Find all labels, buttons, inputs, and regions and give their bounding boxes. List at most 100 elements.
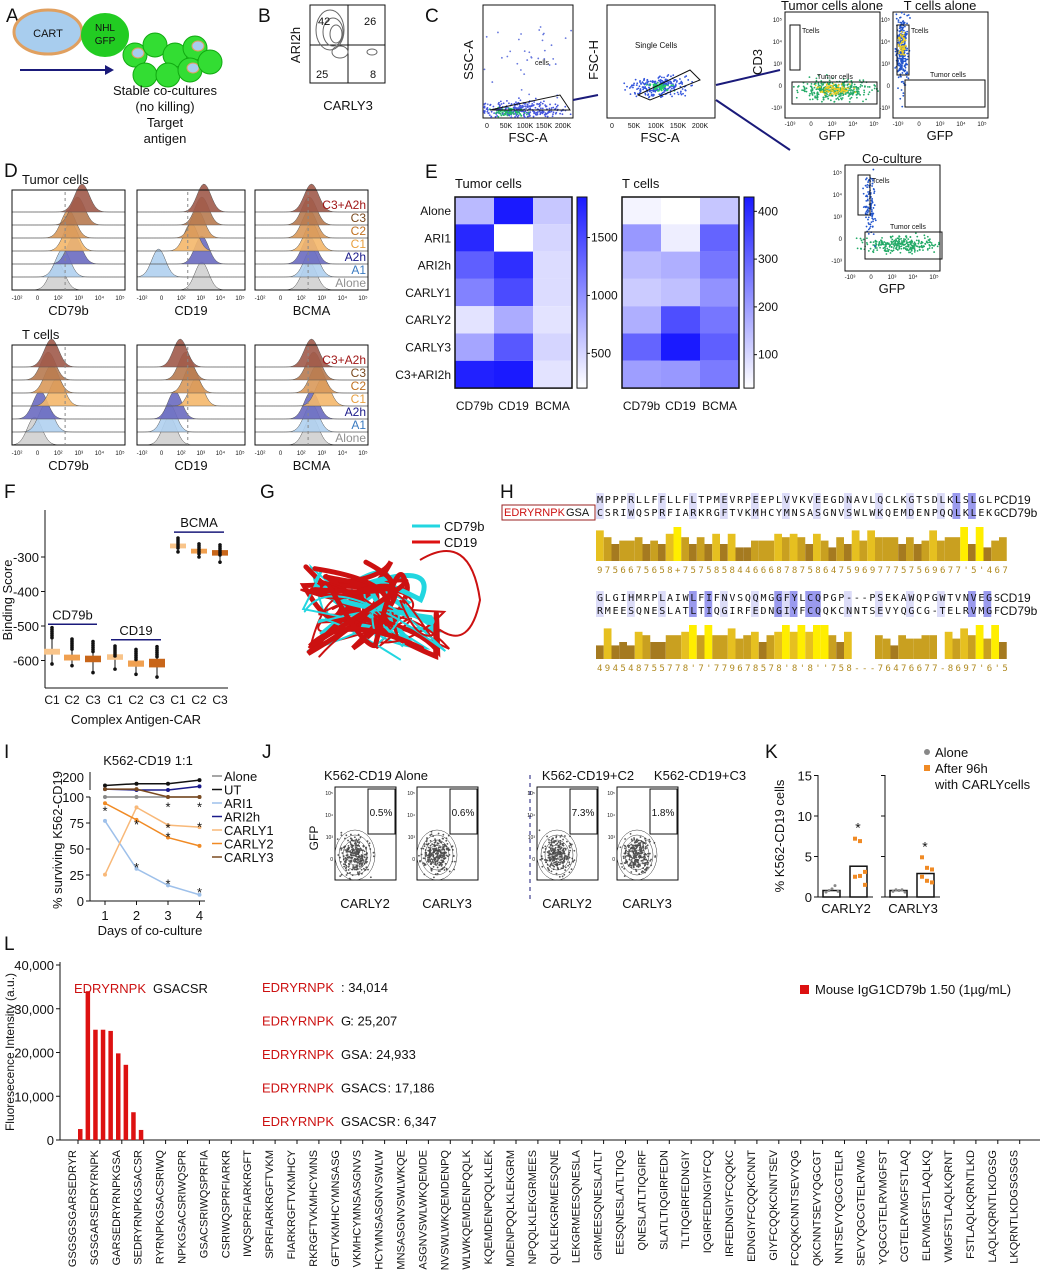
event-dot (901, 47, 904, 50)
event-dot (347, 865, 350, 868)
event-dot (895, 247, 897, 250)
event-dot (363, 850, 366, 853)
annotation-value: : 25,207 (350, 1014, 397, 1029)
data-point-after (853, 874, 857, 879)
event-dot (537, 57, 540, 60)
event-dot (893, 244, 896, 247)
event-dot (846, 89, 849, 92)
event-dot (671, 87, 673, 90)
conservation-bar (898, 544, 906, 561)
event-dot (443, 845, 445, 848)
conservation-bar (696, 635, 705, 659)
event-dot (933, 251, 936, 253)
histogram-A1 (136, 248, 245, 278)
event-dot (526, 115, 529, 118)
conservation-bar (952, 638, 961, 659)
event-dot (488, 114, 491, 117)
event-dot (555, 111, 558, 114)
conservation-bar (859, 540, 868, 561)
event-dot (639, 81, 641, 83)
event-dot (544, 115, 547, 118)
event-dot (347, 856, 350, 859)
event-dot (510, 103, 513, 105)
x-tick-label: C2 (128, 693, 144, 707)
event-dot (856, 96, 858, 99)
event-dot (442, 843, 444, 846)
cells-gate (489, 94, 571, 111)
y-tick-label: -400 (13, 585, 39, 600)
event-dot (906, 22, 908, 25)
event-dot (483, 112, 486, 114)
tick-label: 10² (54, 451, 63, 457)
event-dot (563, 873, 566, 876)
event-dot (802, 89, 805, 92)
event-dot (872, 249, 875, 251)
event-dot (903, 45, 905, 48)
heatmap-cell (622, 278, 661, 307)
panel-label: C (425, 6, 439, 27)
event-dot (442, 837, 445, 840)
event-dot (515, 101, 517, 104)
event-dot (642, 849, 645, 852)
event-dot (903, 69, 906, 72)
event-dot (528, 105, 530, 107)
data-point-UT (166, 781, 170, 786)
event-dot (347, 862, 350, 865)
event-dot (657, 89, 660, 92)
heatmap-cell (622, 333, 661, 361)
peptide-label: NVSWLWKQEMDENPQ (439, 1150, 451, 1271)
marker-axis-label: CD79b (48, 303, 88, 318)
event-dot (561, 855, 563, 857)
event-dot (797, 86, 799, 88)
tick-label: 10⁴ (95, 450, 105, 457)
event-dot (362, 844, 365, 847)
data-point-CARLY2 (197, 843, 202, 848)
outlier-point (155, 654, 159, 659)
data-point-CARLY3 (134, 787, 139, 792)
outlier-point (197, 555, 201, 559)
similarity-highlight (751, 493, 759, 519)
event-dot (684, 94, 687, 97)
heatmap-cell (494, 360, 533, 389)
event-dot (336, 838, 339, 841)
event-dot (900, 247, 903, 250)
event-dot (541, 39, 544, 42)
histogram-C3 (137, 196, 245, 226)
event-dot (889, 244, 892, 246)
event-dot (546, 866, 549, 869)
event-dot (853, 87, 856, 90)
event-dot (355, 860, 357, 863)
event-dot (690, 84, 693, 87)
event-dot (899, 33, 902, 36)
similarity-highlight (596, 493, 604, 519)
condition-label: C3 (351, 211, 367, 225)
event-dot (901, 243, 904, 246)
event-dot (857, 86, 860, 89)
tick-label: 0 (279, 296, 283, 302)
legend-label: CD19 (444, 535, 477, 550)
event-dot (801, 89, 803, 92)
event-dot (679, 90, 682, 93)
event-dot (901, 80, 904, 83)
x-axis-label: Days of co-culture (98, 923, 203, 938)
conservation-bar (743, 547, 751, 561)
event-dot (842, 94, 845, 97)
event-dot (531, 102, 534, 105)
event-dot (630, 871, 633, 873)
conservation-bar (603, 628, 612, 659)
event-dot (676, 91, 679, 94)
heatmap-cell (661, 333, 700, 361)
event-dot (632, 864, 635, 867)
event-dot (519, 104, 522, 107)
event-dot (925, 241, 928, 244)
identity-highlight (789, 591, 798, 617)
event-dot (659, 84, 662, 87)
box (44, 648, 60, 655)
condition-label: A1 (351, 263, 366, 277)
y-axis-label: % K562-CD19 cells (772, 779, 787, 892)
peptide-label: NNTSEVYQGCGTELR (834, 1150, 846, 1264)
event-dot (873, 192, 876, 194)
cd19-sequence: GLGIHMRPLAIWLFIFNVSQQMGGFYLCQPGP---PSEKA… (597, 593, 1000, 604)
tick-label: 10³ (196, 451, 205, 457)
event-dot (832, 86, 834, 89)
